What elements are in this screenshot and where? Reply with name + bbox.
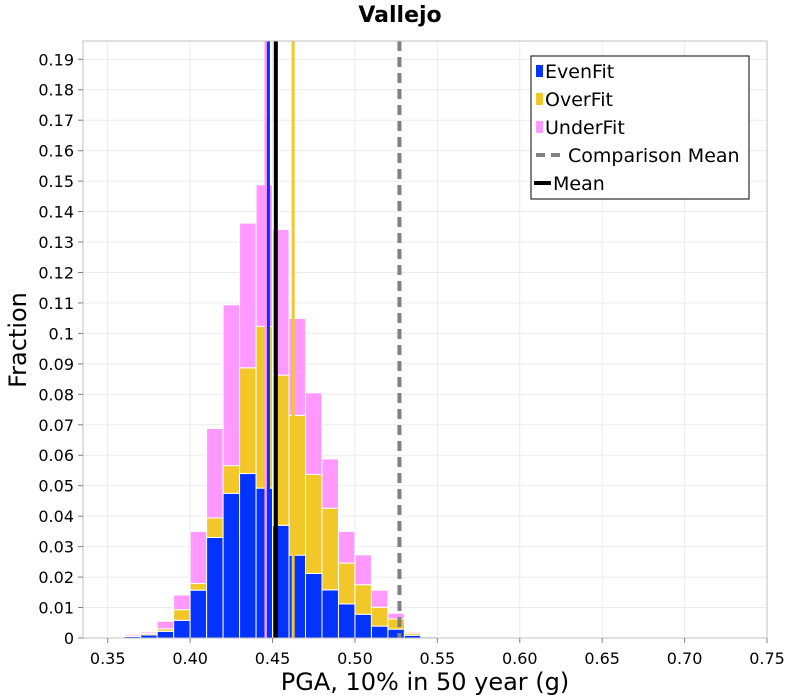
y-tick-label: 0.11 [38, 294, 74, 313]
legend-label-overfit: OverFit [545, 89, 613, 111]
bar-evenfit [387, 628, 405, 639]
bar-underfit [156, 620, 175, 630]
bar-overfit [239, 367, 257, 475]
bar-underfit [255, 184, 274, 327]
x-tick-label: 0.75 [749, 649, 785, 668]
bar-evenfit [288, 554, 307, 639]
bar-overfit [354, 584, 372, 615]
bar-evenfit [370, 625, 389, 639]
legend: EvenFit OverFit UnderFit Comparison Mean Mea… [530, 55, 750, 200]
bar-underfit [173, 594, 191, 611]
legend-swatch-evenfit [536, 65, 543, 77]
legend-box [530, 55, 750, 200]
bar-underfit [123, 633, 142, 637]
bar-underfit [387, 612, 405, 620]
y-tick-label: 0.01 [38, 599, 74, 618]
bar-underfit [222, 304, 241, 467]
y-tick-label: 0.06 [38, 446, 74, 465]
y-tick-label: 0.08 [38, 385, 74, 404]
bar-evenfit [321, 589, 339, 639]
x-tick-label: 0.70 [667, 649, 703, 668]
y-tick-label: 0.1 [49, 324, 74, 343]
bar-underfit [354, 554, 372, 586]
bar-evenfit [255, 487, 274, 639]
bar-evenfit [354, 613, 372, 639]
y-tick-label: 0.17 [38, 111, 74, 130]
y-tick-label: 0.09 [38, 355, 74, 374]
y-tick-label: 0.15 [38, 172, 74, 191]
bar-underfit [305, 392, 323, 475]
bar-underfit [436, 635, 455, 638]
bar-overfit [321, 507, 339, 591]
y-tick-label: 0.03 [38, 538, 74, 557]
bar-evenfit [173, 619, 191, 639]
x-tick-label: 0.45 [255, 649, 291, 668]
x-tick-label: 0.40 [172, 649, 208, 668]
legend-label-evenfit: EvenFit [545, 61, 614, 83]
bar-underfit [140, 631, 158, 634]
legend-label-mean: Mean [553, 173, 605, 195]
x-tick-label: 0.55 [420, 649, 456, 668]
bar-underfit [288, 317, 307, 416]
bar-underfit [239, 222, 257, 369]
plot-border [82, 40, 768, 639]
x-tick-label: 0.65 [584, 649, 620, 668]
x-tick-label: 0.50 [337, 649, 373, 668]
y-tick-label: 0 [64, 629, 74, 648]
bar-underfit [206, 427, 224, 519]
reference-lines [264, 41, 402, 638]
bar-underfit [403, 631, 422, 634]
bar-evenfit [189, 589, 208, 639]
bar-underfit [370, 589, 389, 608]
y-tick-label: 0.13 [38, 233, 74, 252]
chart-title: Vallejo [358, 3, 441, 28]
bar-overfit [370, 606, 389, 627]
x-tick-label: 0.35 [90, 649, 126, 668]
y-tick-label: 0.04 [38, 507, 74, 526]
bar-overfit [305, 473, 323, 574]
bar-overfit [222, 465, 241, 494]
y-axis-ticks: 0 0.01 0.02 0.03 0.04 0.05 0.06 0.07 0.08 0.09 0.1… [38, 50, 83, 648]
bar-evenfit [206, 536, 224, 639]
y-tick-label: 0.12 [38, 263, 74, 282]
bar-overfit [173, 609, 191, 621]
y-tick-label: 0.05 [38, 477, 74, 496]
x-axis-label: PGA, 10% in 50 year (g) [281, 668, 570, 696]
bar-overfit [255, 325, 274, 489]
legend-swatch-underfit [536, 121, 543, 133]
bar-overfit [189, 582, 208, 591]
x-axis-ticks: 0.35 0.40 0.45 0.50 0.55 0.60 0.65 0.70 0.75 [90, 638, 785, 668]
bar-overfit [206, 517, 224, 538]
y-tick-label: 0.02 [38, 568, 74, 587]
bar-evenfit [156, 630, 175, 639]
legend-label-underfit: UnderFit [545, 117, 625, 139]
y-tick-label: 0.18 [38, 81, 74, 100]
bar-overfit [337, 562, 356, 605]
legend-swatch-overfit [536, 93, 543, 105]
bar-evenfit [337, 603, 356, 639]
legend-label-comparison-mean: Comparison Mean [568, 145, 740, 167]
x-tick-label: 0.60 [502, 649, 538, 668]
y-tick-label: 0.07 [38, 416, 74, 435]
bar-underfit [321, 458, 339, 509]
bar-overfit [288, 414, 307, 556]
bar-underfit [189, 530, 208, 584]
bar-overfit [387, 618, 405, 630]
plot-frame [82, 40, 768, 639]
bar-evenfit [239, 473, 257, 639]
y-tick-label: 0.14 [38, 203, 74, 222]
bar-evenfit [222, 492, 241, 639]
y-axis-label: Fraction [4, 292, 32, 388]
bar-underfit [420, 634, 438, 637]
y-tick-label: 0.19 [38, 50, 74, 69]
bar-underfit [337, 530, 356, 564]
y-tick-label: 0.16 [38, 142, 74, 161]
bar-evenfit [305, 572, 323, 639]
